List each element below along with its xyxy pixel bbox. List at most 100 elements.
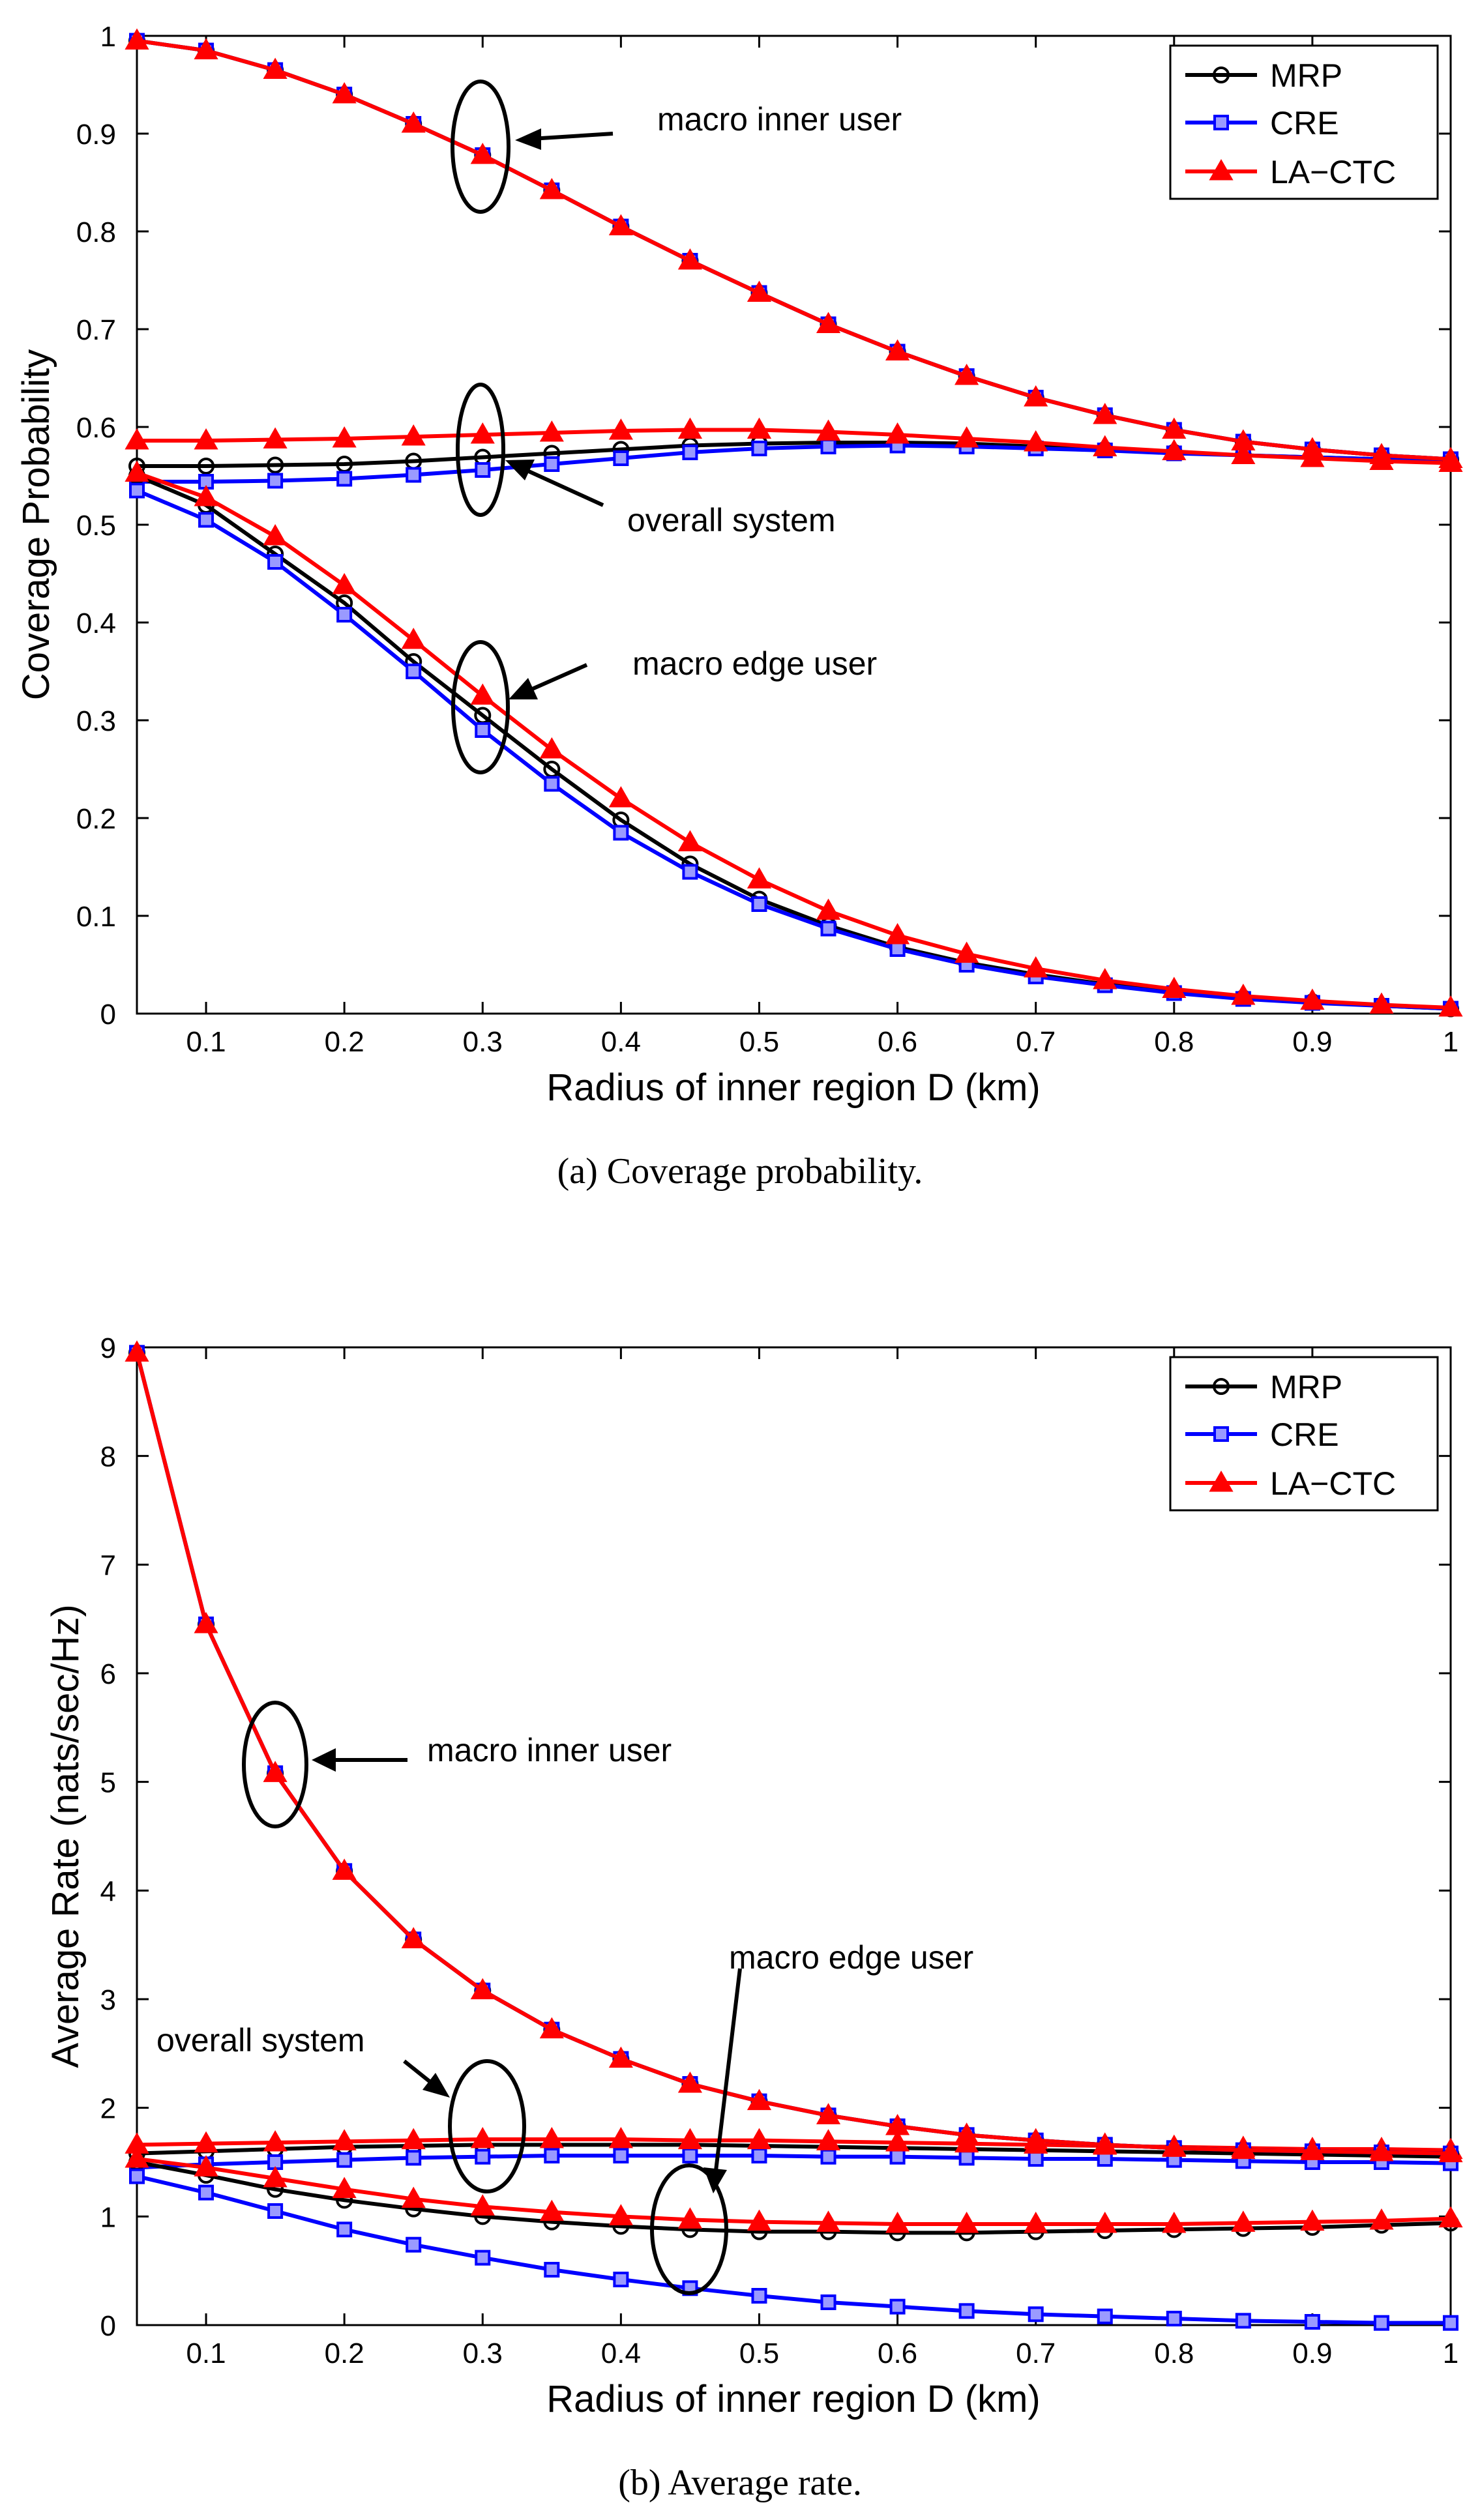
data-point — [955, 363, 979, 385]
data-point — [820, 2294, 836, 2310]
data-point — [544, 2148, 560, 2163]
y-tick-label: 2 — [100, 2093, 116, 2125]
label-macro-inner-user: macro inner user — [427, 1732, 672, 1768]
label-overall-system: overall system — [156, 2022, 365, 2058]
x-tick-label: 0.9 — [1292, 1026, 1332, 1058]
data-point — [475, 722, 491, 738]
data-point — [608, 785, 633, 808]
data-point — [263, 57, 288, 79]
data-point — [613, 2148, 629, 2163]
y-tick-label: 0.8 — [76, 216, 116, 248]
y-tick-label: 0.4 — [76, 608, 116, 639]
axis-ticks: 0.1 0.2 0.3 0.4 0.5 0.6 0.7 0.8 0.9 1 0 1 2 3 4 5 6 7 8 9 — [100, 1332, 1459, 2369]
data-point — [406, 2236, 422, 2253]
data-point — [955, 426, 979, 448]
data-point — [194, 1611, 218, 1634]
ellipse-overall-system — [456, 383, 505, 517]
series-layer — [125, 1340, 1463, 2331]
data-point — [682, 445, 698, 460]
y-tick-label: 0.2 — [76, 803, 116, 835]
data-point — [406, 2150, 422, 2166]
data-point — [267, 473, 284, 489]
data-point — [470, 1978, 495, 2000]
data-point — [677, 2128, 703, 2150]
data-point — [194, 2155, 218, 2176]
data-point — [1300, 2139, 1325, 2160]
data-point — [1028, 2306, 1044, 2322]
data-point — [125, 28, 149, 50]
data-point — [1438, 995, 1463, 1017]
data-point — [539, 737, 564, 759]
data-point — [955, 941, 979, 963]
data-point — [406, 664, 422, 679]
series-line — [136, 2174, 1451, 2325]
data-point — [816, 419, 841, 441]
data-point — [1443, 2315, 1458, 2331]
y-tick-label: 0.1 — [76, 901, 116, 933]
legend-label-cre: CRE — [1270, 105, 1339, 141]
data-point — [677, 248, 703, 270]
series-line — [136, 2157, 1451, 2226]
data-point — [751, 441, 767, 456]
series-line — [136, 2154, 1451, 2170]
data-point — [1162, 976, 1187, 998]
axis-ticks: 0.1 0.2 0.3 0.4 0.5 0.6 0.7 0.8 0.9 1 0 0.1 0.2 0.3 0.… — [76, 21, 1458, 1058]
data-point — [401, 111, 426, 133]
data-point — [889, 2148, 906, 2165]
data-point — [613, 450, 629, 466]
series-la-ctc-edge — [125, 2146, 1463, 2233]
data-point — [816, 2210, 841, 2232]
data-point — [401, 627, 426, 649]
data-point — [401, 1927, 426, 1948]
legend-entry-mrp: MRP — [1185, 1369, 1342, 1405]
arrow-macro-inner-user — [312, 1748, 407, 1772]
series-line — [136, 471, 1451, 1010]
data-point — [1093, 402, 1117, 424]
data-point — [885, 2113, 910, 2135]
data-point — [1369, 443, 1394, 464]
data-point — [1166, 2311, 1182, 2326]
data-point — [125, 2146, 149, 2168]
x-tick-label: 0.8 — [1154, 2337, 1194, 2369]
data-point — [1093, 2132, 1117, 2154]
data-point — [958, 2303, 975, 2319]
data-point — [267, 456, 284, 474]
data-point — [1300, 2209, 1325, 2231]
data-point — [194, 428, 218, 450]
ellipse-macro-inner-user — [242, 1701, 308, 1828]
data-point — [1231, 443, 1256, 464]
coverage-probability-chart: 0.1 0.2 0.3 0.4 0.5 0.6 0.7 0.8 0.9 1 0 0.1 0.2 0.3 0.… — [15, 21, 1463, 1192]
y-tick-label: 0.6 — [76, 412, 116, 444]
data-point — [332, 81, 357, 104]
x-tick-label: 1 — [1443, 2337, 1458, 2369]
data-point — [263, 427, 288, 448]
data-point — [608, 418, 633, 440]
data-point — [539, 2199, 564, 2221]
x-tick-label: 0.8 — [1154, 1026, 1194, 1058]
data-point — [263, 523, 288, 546]
data-point — [406, 467, 422, 483]
y-tick-label: 6 — [100, 1658, 116, 1690]
arrow-macro-edge-user — [509, 663, 588, 699]
data-point — [1300, 437, 1325, 458]
data-point — [608, 2126, 633, 2148]
data-point — [1024, 385, 1048, 407]
data-point — [336, 607, 353, 623]
data-point — [401, 2186, 426, 2208]
data-point — [747, 2209, 772, 2231]
data-point — [677, 2071, 703, 2093]
series-line — [136, 38, 1451, 462]
data-point — [958, 2150, 975, 2166]
y-tick-label: 8 — [100, 1441, 116, 1473]
data-point — [1231, 429, 1256, 450]
data-point — [889, 941, 906, 957]
x-tick-label: 0.1 — [186, 1026, 226, 1058]
x-tick-label: 0.2 — [325, 1026, 364, 1058]
data-point — [820, 2148, 836, 2165]
series-line — [136, 488, 1451, 1011]
x-tick-label: 0.2 — [325, 2337, 364, 2369]
y-tick-label: 0.7 — [76, 314, 116, 346]
data-point — [539, 2017, 564, 2039]
data-point — [125, 428, 149, 450]
data-point — [1028, 2151, 1044, 2167]
